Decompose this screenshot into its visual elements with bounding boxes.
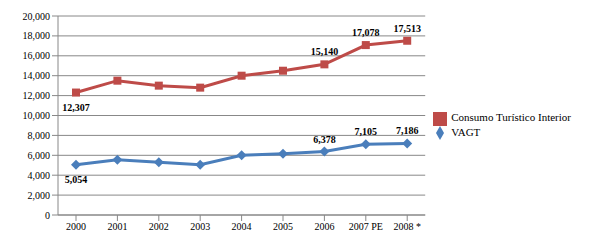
svg-text:2003: 2003: [190, 221, 210, 232]
svg-text:18,000: 18,000: [23, 30, 51, 41]
svg-text:12,307: 12,307: [62, 102, 90, 113]
svg-text:5,054: 5,054: [65, 174, 88, 185]
svg-text:2001: 2001: [107, 221, 127, 232]
svg-text:2006: 2006: [314, 221, 334, 232]
svg-text:7,105: 7,105: [355, 126, 378, 137]
svg-text:6,000: 6,000: [28, 150, 51, 161]
svg-text:8,000: 8,000: [28, 130, 51, 141]
svg-text:2005: 2005: [273, 221, 293, 232]
html-text:VAGT: VAGT: [451, 125, 481, 138]
svg-text:7,186: 7,186: [396, 125, 419, 136]
svg-text:2,000: 2,000: [28, 190, 51, 201]
svg-text:2002: 2002: [149, 221, 169, 232]
svg-text:17,513: 17,513: [393, 23, 421, 34]
svg-text:6,378: 6,378: [313, 134, 336, 145]
svg-text:16,000: 16,000: [23, 50, 51, 61]
svg-text:4,000: 4,000: [28, 170, 51, 181]
svg-text:0: 0: [45, 210, 50, 221]
svg-text:20,000: 20,000: [23, 11, 51, 22]
svg-text:15,140: 15,140: [311, 46, 339, 57]
svg-text:14,000: 14,000: [23, 70, 51, 81]
html-text:Consumo Turístico Interior: Consumo Turístico Interior: [451, 111, 571, 123]
svg-text:2007 PE: 2007 PE: [349, 221, 383, 232]
svg-text:2004: 2004: [232, 221, 252, 232]
svg-text:10,000: 10,000: [23, 110, 51, 121]
svg-text:2000: 2000: [66, 221, 86, 232]
svg-text:2008 *: 2008 *: [393, 221, 421, 232]
svg-text:17,078: 17,078: [352, 27, 380, 38]
svg-text:12,000: 12,000: [23, 90, 51, 101]
